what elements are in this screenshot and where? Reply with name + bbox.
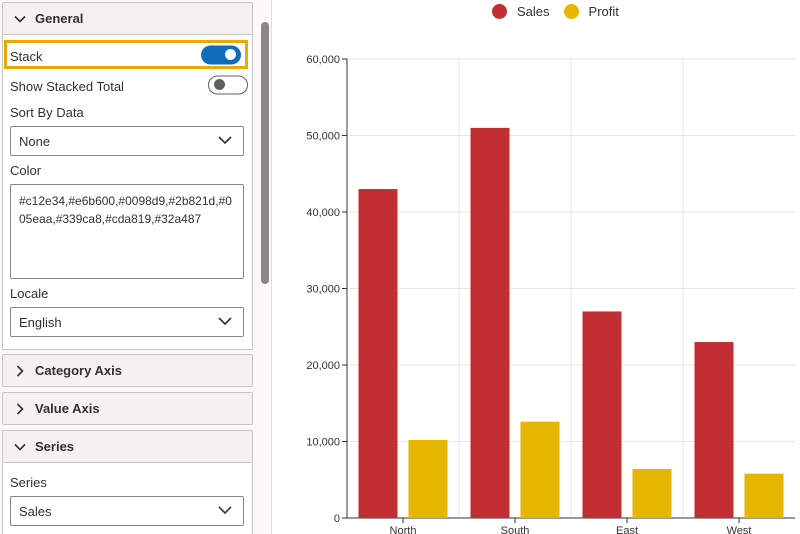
legend-label-profit: Profit <box>588 3 619 19</box>
toggle-knob <box>225 49 236 60</box>
bar-sales-south <box>470 127 510 518</box>
section-series-header[interactable]: Series <box>2 430 253 463</box>
section-value-axis-title: Value Axis <box>35 401 100 416</box>
chevron-down-icon <box>217 313 233 332</box>
show-stacked-total-label: Show Stacked Total <box>10 79 124 94</box>
stack-row: Stack <box>4 40 248 69</box>
bar-profit-east <box>632 469 672 518</box>
bar-sales-west <box>694 342 734 518</box>
y-tick-label: 10,000 <box>306 437 340 449</box>
y-tick-label: 20,000 <box>306 360 340 372</box>
chevron-right-icon <box>11 402 29 416</box>
show-stacked-total-row: Show Stacked Total <box>4 70 248 99</box>
chevron-down-icon <box>217 502 233 521</box>
series-dropdown[interactable]: Sales <box>10 496 244 526</box>
panel-scrollbar[interactable] <box>261 22 269 284</box>
legend-label-sales: Sales <box>517 3 550 19</box>
x-tick-label: South <box>501 525 530 534</box>
stack-label: Stack <box>10 49 43 64</box>
locale-dropdown[interactable]: English <box>10 307 244 337</box>
section-general-title: General <box>35 11 84 26</box>
sort-by-data-dropdown[interactable]: None <box>10 126 244 156</box>
series-label: Series <box>10 475 47 490</box>
chevron-down-icon <box>11 12 29 26</box>
stack-toggle[interactable] <box>201 45 241 64</box>
bar-chart: 0 10,000 20,000 30,000 40,000 50,000 60,000 Nor… <box>306 54 795 534</box>
y-tick-label: 60,000 <box>306 54 340 66</box>
legend-item-profit[interactable]: Profit <box>558 3 619 19</box>
format-panel: General Stack Show Stacked Total Sort By… <box>0 0 272 534</box>
section-value-axis-header[interactable]: Value Axis <box>2 392 253 425</box>
legend-swatch-sales <box>492 3 507 19</box>
sort-by-data-value: None <box>19 133 51 149</box>
bar-profit-north <box>408 439 448 518</box>
section-series-title: Series <box>35 439 75 454</box>
color-label: Color <box>10 163 42 178</box>
section-category-axis-title: Category Axis <box>35 363 122 378</box>
bar-profit-west <box>744 473 784 518</box>
legend-item-sales[interactable]: Sales <box>486 3 550 19</box>
series-value: Sales <box>19 503 52 519</box>
sort-by-data-label: Sort By Data <box>10 105 84 120</box>
y-tick-label: 50,000 <box>306 131 340 143</box>
y-tick-label: 0 <box>334 513 340 525</box>
bar-sales-east <box>582 311 622 518</box>
locale-value: English <box>19 314 62 330</box>
x-tick-label: North <box>390 525 417 534</box>
show-stacked-total-toggle[interactable] <box>208 75 248 94</box>
color-textarea[interactable]: #c12e34,#e6b600,#0098d9,#2b821d,#005eaa,… <box>10 184 244 279</box>
bar-profit-south <box>520 421 560 518</box>
section-general-header[interactable]: General <box>2 2 253 35</box>
toggle-knob <box>214 79 225 90</box>
x-tick-label: West <box>727 525 752 534</box>
y-tick-label: 30,000 <box>306 284 340 296</box>
chevron-down-icon <box>11 440 29 454</box>
section-category-axis-header[interactable]: Category Axis <box>2 354 253 387</box>
y-tick-label: 40,000 <box>306 207 340 219</box>
legend-swatch-profit <box>563 3 579 19</box>
chevron-right-icon <box>11 364 29 378</box>
chart-legend: Sales Profit <box>486 2 627 20</box>
bar-sales-north <box>358 189 398 519</box>
chevron-down-icon <box>217 132 233 151</box>
locale-label: Locale <box>10 286 49 301</box>
x-tick-label: East <box>616 525 638 534</box>
